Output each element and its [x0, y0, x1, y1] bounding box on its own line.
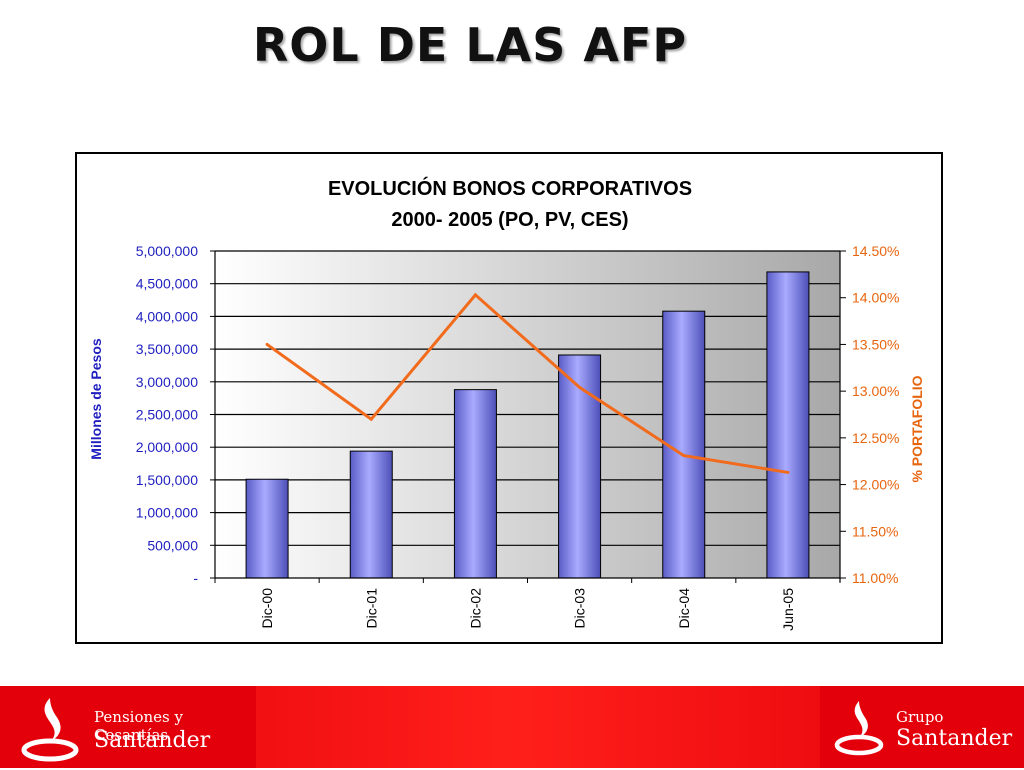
bar [662, 310, 706, 579]
y-tick-label: 5,000,000 [136, 243, 198, 259]
bar [245, 478, 289, 579]
y2-axis-label: % PORTAFOLIO [909, 375, 925, 482]
y-tick-label: 2,500,000 [136, 407, 198, 423]
y-tick-label: 4,000,000 [136, 308, 198, 324]
santander-flame-icon [834, 701, 884, 756]
y-tick-label: 1,000,000 [136, 505, 198, 521]
left-brand-line1: Pensiones y Cesantías [94, 708, 183, 744]
bar-series [245, 271, 810, 579]
y-tick-label: 3,500,000 [136, 341, 198, 357]
slide-title: ROL DE LAS AFP [252, 18, 688, 72]
bar [766, 271, 810, 579]
line-point [786, 470, 790, 474]
y-tick-label: 500,000 [147, 537, 198, 553]
footer-right-panel: Grupo Santander [820, 686, 1024, 768]
bar [558, 354, 602, 579]
y-tick-label: 2,000,000 [136, 439, 198, 455]
x-tick-label: Dic-03 [572, 588, 588, 629]
y2-tick-label: 12.50% [852, 430, 899, 446]
y-tick-label: 4,500,000 [136, 276, 198, 292]
y2-tick-label: 13.50% [852, 336, 899, 352]
chart-title: EVOLUCIÓN BONOS CORPORATIVOS [328, 176, 692, 200]
y-tick-label: 1,500,000 [136, 472, 198, 488]
y2-tick-label: 14.50% [852, 243, 899, 259]
x-tick-label: Dic-01 [363, 588, 379, 629]
line-path [266, 292, 789, 474]
line-point [473, 293, 477, 297]
line-point [578, 385, 582, 389]
x-tick-label: Dic-02 [467, 588, 483, 629]
y-axis-label: Millones de Pesos [88, 338, 104, 460]
y2-tick-label: 11.00% [852, 570, 898, 586]
left-brand-line2: Santander [94, 728, 211, 753]
line-point [265, 342, 269, 346]
y-tick-label: 3,000,000 [136, 374, 198, 390]
y2-tick-label: 13.00% [852, 383, 899, 399]
bar [453, 389, 497, 579]
right-brand-line1: Grupo [896, 708, 944, 726]
chart-subtitle: 2000- 2005 (PO, PV, CES) [391, 209, 628, 231]
footer-left-panel: Pensiones y Cesantías Santander [0, 686, 256, 768]
x-tick-label: Dic-04 [676, 588, 692, 629]
x-tick-label: Jun-05 [780, 588, 796, 631]
y2-tick-label: 11.50% [852, 523, 898, 539]
line-point [369, 417, 373, 421]
santander-flame-icon [21, 698, 79, 762]
right-brand-line2: Santander [896, 726, 1013, 751]
chart-frame: EVOLUCIÓN BONOS CORPORATIVOS 2000- 2005 … [75, 152, 943, 644]
line-series [265, 292, 790, 474]
y-tick-label: - [193, 570, 198, 586]
footer-bar: Pensiones y Cesantías Santander Grupo Sa… [0, 686, 1024, 768]
axes: - 500,000 1,000,000 1,500,000 2,000,000 2,500… [136, 243, 900, 631]
y2-tick-label: 12.00% [852, 477, 899, 493]
y2-tick-label: 14.00% [852, 290, 899, 306]
line-point [682, 454, 686, 458]
x-tick-label: Dic-00 [259, 588, 275, 629]
bar [349, 450, 393, 579]
